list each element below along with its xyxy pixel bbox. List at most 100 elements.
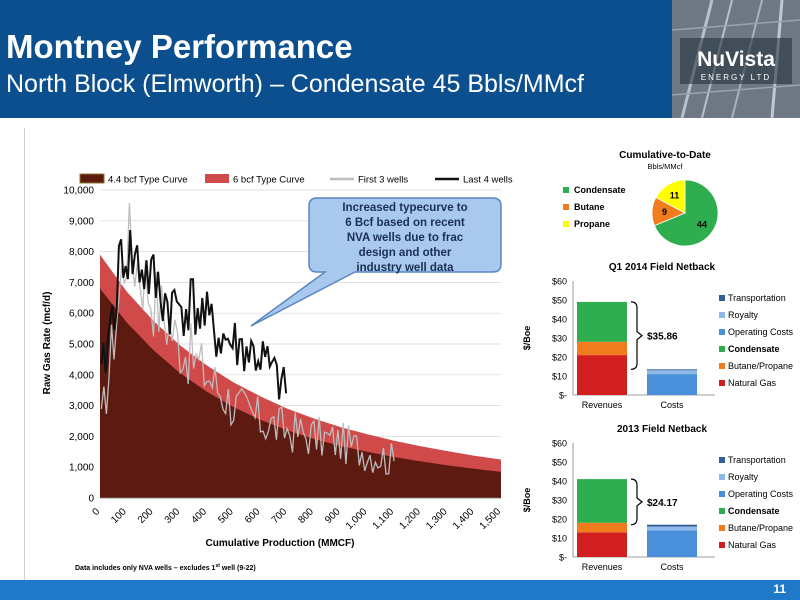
callout-text: Increased typecurve to 6 Bcf based on rec… [342, 202, 467, 274]
slide-title: Montney Performance [6, 28, 353, 65]
netback-q1-chart: Q1 2014 Field Netback $- $10 $20 $30 $40 $50 $6… [522, 262, 794, 410]
netback-legend-label: Transportation [728, 293, 786, 303]
main-x-tick-label: 900 [323, 506, 343, 526]
main-chart-footnote: Data includes only NVA wells – excludes … [75, 563, 256, 572]
slide-footer: 11 [0, 580, 800, 600]
main-x-tick-label: 100 [109, 506, 129, 526]
netback-value-label: $24.17 [647, 498, 678, 509]
pie-chart-slices: 44 911 [651, 179, 719, 247]
main-legend-item: 6 bcf Type Curve [205, 174, 305, 186]
main-y-tick-label: 8,000 [69, 247, 94, 258]
main-x-tick-label: 1,500 [478, 506, 504, 532]
first-3-wells-line [100, 202, 395, 475]
typecurve-callout: Increased typecurve to 6 Bcf based on rec… [250, 197, 502, 327]
netback-legend-item: Butane/Propane [719, 523, 793, 533]
logo-sub-text: ENERGY LTD [701, 73, 771, 82]
main-y-tick-label: 9,000 [69, 216, 94, 227]
netback-legend-item: Transportation [719, 455, 786, 465]
netback-legend-item: Condensate [719, 506, 780, 516]
netback-legend-label: Operating Costs [728, 327, 794, 337]
main-legend-label: 6 bcf Type Curve [233, 175, 305, 186]
main-chart-y-ticks: 0 1,000 2,000 3,000 4,000 5,000 6,000 7,000 8,00… [63, 186, 94, 505]
page-number: 11 [773, 582, 786, 596]
netback-bracket [630, 478, 643, 526]
netback-category-label: Costs [660, 562, 684, 572]
pie-chart-title: Cumulative-to-Date [619, 150, 711, 161]
slide-header: Montney Performance North Block (Elmwort… [0, 0, 800, 118]
pie-legend-item: Propane [563, 219, 610, 229]
netback-legend-label: Condensate [728, 344, 780, 354]
netback-y-tick-label: $10 [552, 372, 567, 382]
pie-slice [655, 179, 686, 214]
netback-legend-swatch [719, 363, 725, 369]
netback-bar-segment [647, 530, 697, 557]
pie-legend-label: Butane [574, 202, 605, 212]
callout-line: industry well data [356, 262, 454, 274]
netback-y-tick-label: $- [559, 553, 567, 563]
main-y-tick-label: 3,000 [69, 401, 94, 412]
netback-legend-swatch [719, 508, 725, 514]
type-curve-44-area [100, 288, 501, 498]
netback-legend-swatch [719, 346, 725, 352]
netback-bar-segment [577, 479, 627, 523]
main-legend-swatch [79, 173, 105, 184]
main-legend-item: Last 4 wells [435, 175, 513, 186]
netback-y-tick-label: $20 [552, 515, 567, 525]
main-y-tick-label: 10,000 [63, 186, 94, 197]
logo-main-text: NuVista [697, 48, 775, 71]
main-legend-label: 4.4 bcf Type Curve [108, 175, 188, 186]
main-chart-legend: 4.4 bcf Type Curve 6 bcf Type Curve First … [79, 173, 513, 186]
netback-legend-swatch [719, 295, 725, 301]
netback-legend-label: Condensate [728, 506, 780, 516]
netback-category-label: Costs [660, 400, 684, 410]
netback-y-tick-label: $- [559, 391, 567, 401]
netback-category-label: Revenues [582, 562, 623, 572]
netback-legend-label: Natural Gas [728, 540, 777, 550]
main-y-tick-label: 6,000 [69, 309, 94, 320]
main-y-tick-label: 4,000 [69, 370, 94, 381]
netback-y-tick-label: $50 [552, 296, 567, 306]
netback-title: Q1 2014 Field Netback [609, 262, 716, 273]
netback-legend-label: Royalty [728, 472, 759, 482]
netback-bar-segment [647, 369, 697, 371]
netback-bracket [630, 301, 643, 370]
main-y-tick-label: 5,000 [69, 340, 94, 351]
content-frame: 4.4 bcf Type Curve 6 bcf Type Curve First … [24, 128, 800, 580]
netback-legend-label: Natural Gas [728, 378, 777, 388]
pie-legend-item: Butane [563, 202, 605, 212]
netback-y-tick-label: $40 [552, 477, 567, 487]
netback-y-tick-label: $40 [552, 315, 567, 325]
netback-bar-segment [577, 301, 627, 342]
main-x-tick-label: 500 [216, 506, 236, 526]
netback-legend-swatch [719, 329, 725, 335]
main-x-tick-label: 300 [163, 506, 183, 526]
main-legend-item: First 3 wells [330, 175, 408, 186]
main-chart-x-ticks: 0 100 200 300 400 500 600 700 800 900 1,000 1,100 1,… [90, 506, 503, 532]
main-chart-lines [100, 202, 395, 475]
pie-legend-swatch [563, 187, 569, 193]
netback-bar-segment [577, 355, 627, 395]
pie-chart-subtitle: Bbls/MMcf [647, 162, 683, 171]
netback-y-tick-label: $60 [552, 439, 567, 449]
main-legend-item: 4.4 bcf Type Curve [79, 173, 188, 186]
netback-legend-label: Butane/Propane [728, 361, 793, 371]
netback-legend-label: Operating Costs [728, 489, 794, 499]
callout-line: Increased typecurve to [342, 202, 467, 214]
netback-bar-segment [647, 374, 697, 395]
main-x-tick-label: 1,100 [371, 506, 397, 532]
netback-2013-chart: 2013 Field Netback $- $10 $20 $30 $40 $50 $60 $/… [522, 424, 794, 572]
netback-y-label: $/Boe [522, 326, 532, 351]
netback-y-tick-label: $60 [552, 277, 567, 287]
main-y-tick-label: 0 [88, 494, 94, 505]
main-chart-areas [100, 254, 501, 499]
main-x-tick-label: 1,000 [344, 506, 370, 532]
netback-bar-segment [577, 532, 627, 557]
netback-bar-segment [647, 524, 697, 527]
netback-y-tick-label: $30 [552, 334, 567, 344]
slide-subtitle: North Block (Elmworth) – Condensate 45 B… [6, 70, 584, 98]
netback-legend-swatch [719, 457, 725, 463]
pie-legend-swatch [563, 204, 569, 210]
netback-y-label: $/Boe [522, 488, 532, 513]
pie-slice-label: 44 [697, 219, 707, 229]
netback-y-tick-label: $30 [552, 496, 567, 506]
